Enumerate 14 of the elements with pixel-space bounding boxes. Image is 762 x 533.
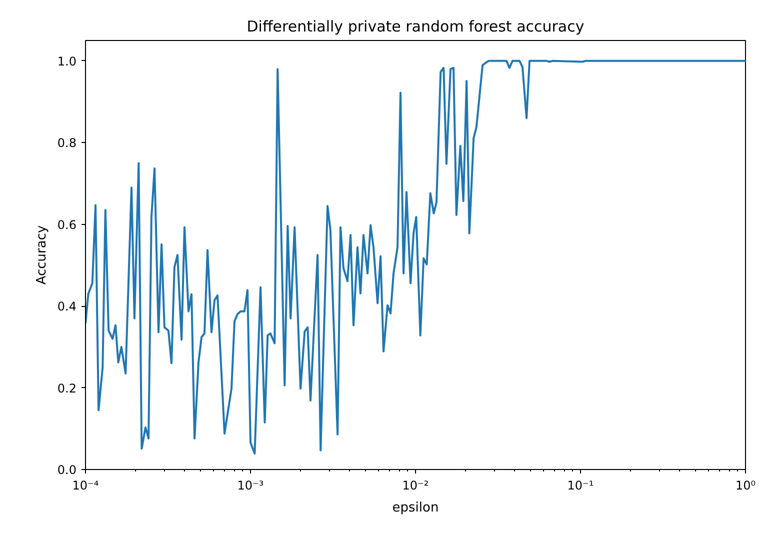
chart-title: Differentially private random forest accuracy xyxy=(246,18,584,36)
x-tick-label: 10⁻⁴ xyxy=(72,478,99,492)
y-tick-label: 0.6 xyxy=(57,218,77,232)
y-axis-title: Accuracy xyxy=(34,225,50,285)
x-tick-label: 10⁻² xyxy=(402,478,429,492)
y-tick-label: 0.2 xyxy=(57,381,77,396)
x-axis-title: epsilon xyxy=(392,500,439,516)
x-tick-label: 10⁰ xyxy=(735,478,756,492)
x-tick-label: 10⁻¹ xyxy=(567,478,594,492)
y-tick-label: 1.0 xyxy=(57,54,77,68)
y-tick-label: 0.0 xyxy=(57,463,77,477)
y-tick-label: 0.4 xyxy=(57,300,77,314)
x-tick-label: 10⁻³ xyxy=(237,478,264,492)
y-tick-label: 0.8 xyxy=(57,136,77,150)
